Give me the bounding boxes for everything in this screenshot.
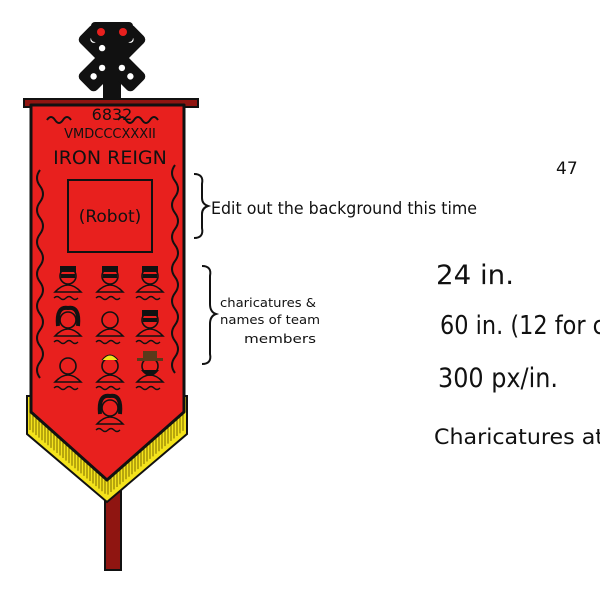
team-member-caricature bbox=[95, 266, 125, 293]
members-note-bracket bbox=[201, 265, 220, 365]
team-member-caricature bbox=[135, 351, 165, 383]
banner-left-wavy-border bbox=[36, 169, 44, 379]
robot-placeholder-box bbox=[67, 179, 153, 253]
note-caricatures: Charicatures at bbox=[434, 425, 600, 449]
team-member-name-scribble bbox=[135, 295, 161, 301]
team-member-caricature bbox=[95, 393, 125, 425]
members-note-line1: charicatures & bbox=[220, 296, 316, 310]
robot-placeholder-label: (Robot) bbox=[79, 207, 142, 227]
team-member-name-scribble bbox=[95, 385, 121, 391]
members-note-line3: members bbox=[244, 332, 316, 346]
banner-top-squiggle-left bbox=[46, 116, 72, 124]
team-number-roman: VMDCCCXXXII bbox=[64, 127, 156, 142]
team-member-name-scribble bbox=[95, 339, 121, 345]
page-number: 47 bbox=[556, 159, 578, 179]
team-member-name-scribble bbox=[53, 295, 79, 301]
team-member-caricature bbox=[53, 357, 83, 383]
team-member-caricature bbox=[53, 266, 83, 293]
robot-note-bracket bbox=[193, 173, 212, 239]
team-number: 6832 bbox=[92, 105, 133, 124]
team-member-name-scribble bbox=[53, 385, 79, 391]
team-member-name-scribble bbox=[95, 427, 121, 433]
note-resolution: 300 px/in. bbox=[438, 363, 558, 394]
note-length: 60 in. (12 for c bbox=[440, 311, 600, 341]
team-member-caricature bbox=[95, 354, 125, 383]
team-name: IRON REIGN bbox=[53, 147, 167, 169]
team-member-name-scribble bbox=[95, 295, 121, 301]
gear-cross-finial-icon bbox=[78, 22, 146, 102]
robot-note: Edit out the background this time bbox=[211, 199, 477, 219]
team-member-caricature bbox=[53, 305, 83, 337]
banner-top-squiggle-right bbox=[117, 116, 159, 124]
note-width: 24 in. bbox=[436, 260, 514, 291]
banner-right-wavy-border bbox=[171, 164, 179, 374]
team-member-caricature bbox=[135, 266, 165, 293]
team-member-name-scribble bbox=[135, 385, 161, 391]
team-member-caricature bbox=[95, 311, 125, 337]
team-member-name-scribble bbox=[135, 339, 161, 345]
team-member-caricature bbox=[135, 310, 165, 337]
members-note-line2: names of team bbox=[220, 313, 320, 327]
team-member-grid bbox=[53, 266, 165, 433]
team-member-name-scribble bbox=[53, 339, 79, 345]
